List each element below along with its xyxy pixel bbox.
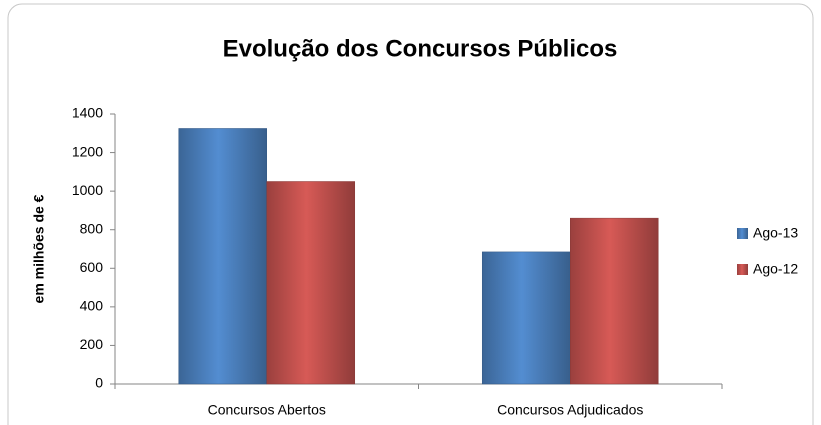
legend-swatch — [737, 264, 748, 275]
y-tick-label: 400 — [80, 298, 104, 314]
chart-frame — [7, 3, 814, 425]
bar — [266, 181, 356, 385]
y-tick-label: 600 — [80, 259, 104, 275]
bar — [481, 251, 571, 385]
bar — [570, 217, 659, 385]
y-tick-label: 0 — [95, 375, 103, 391]
legend-label: Ago-12 — [753, 261, 798, 277]
y-tick-label: 1200 — [72, 143, 103, 159]
y-axis-label: em milhões de € — [31, 194, 47, 303]
y-tick-label: 200 — [80, 336, 104, 352]
y-tick-label: 800 — [80, 220, 104, 236]
bar — [178, 128, 267, 385]
y-tick-label: 1000 — [72, 182, 103, 198]
chart-title: Evolução dos Concursos Públicos — [223, 35, 618, 62]
legend-swatch — [737, 228, 748, 239]
x-tick-label: Concursos Adjudicados — [497, 402, 643, 418]
x-tick-label: Concursos Abertos — [208, 402, 326, 418]
legend-label: Ago-13 — [753, 225, 798, 241]
y-tick-label: 1400 — [72, 105, 103, 121]
